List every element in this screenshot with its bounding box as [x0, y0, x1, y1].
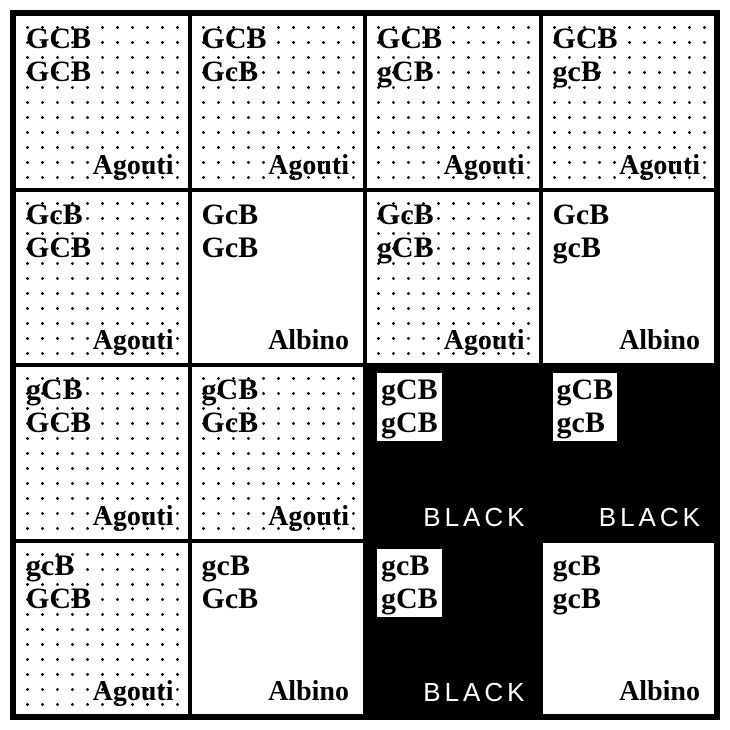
- genotype-line-1: gcB: [553, 549, 601, 582]
- genotype-line-2: gCB: [381, 582, 438, 615]
- grid-cell: GcBgCB Agouti: [365, 190, 541, 366]
- genotype-line-1: gcB: [202, 549, 259, 582]
- phenotype-label: Agouti: [619, 150, 700, 182]
- grid-cell: gcBgcB Albino: [541, 541, 717, 717]
- punnett-grid: GCBGCBAgoutiGCBGcBAgoutiGCBgCBAgoutiGCBg…: [10, 10, 720, 720]
- phenotype-label: BLACK: [423, 677, 528, 708]
- grid-cell: GcBGcB Albino: [190, 190, 366, 366]
- genotype-label: gCBgCB: [377, 373, 442, 441]
- genotype-label: gCBgcB: [553, 373, 618, 441]
- grid-cell: gcBgCB BLACK: [365, 541, 541, 717]
- grid-cell: gCBgCB BLACK: [365, 365, 541, 541]
- genotype-line-1: GcB: [553, 198, 610, 231]
- phenotype-label: Agouti: [93, 501, 174, 533]
- genotype-line-1: GCB: [26, 22, 91, 55]
- phenotype-label: Agouti: [268, 501, 349, 533]
- genotype-line-2: GCB: [26, 231, 91, 264]
- genotype-label: GcBGCB: [26, 198, 91, 264]
- genotype-line-1: gCB: [381, 373, 438, 406]
- genotype-line-2: gCB: [381, 406, 438, 439]
- genotype-label: GcBgcB: [553, 198, 610, 264]
- genotype-line-1: GCB: [202, 22, 267, 55]
- genotype-line-2: GCB: [26, 582, 91, 615]
- grid-cell: GcBgcB Albino: [541, 190, 717, 366]
- genotype-line-1: GCB: [377, 22, 442, 55]
- phenotype-label: Albino: [268, 325, 349, 357]
- genotype-line-1: GcB: [202, 198, 259, 231]
- grid-cell: GcBGCB Agouti: [14, 190, 190, 366]
- genotype-label: GCBgcB: [553, 22, 618, 88]
- grid-cell: gCBGCB Agouti: [14, 365, 190, 541]
- genotype-line-2: GcB: [202, 231, 259, 264]
- genotype-label: GcBgCB: [377, 198, 434, 264]
- genotype-label: GCBGCB: [26, 22, 91, 88]
- phenotype-label: Agouti: [93, 676, 174, 708]
- genotype-label: GCBGcB: [202, 22, 267, 88]
- genotype-line-1: gcB: [381, 549, 438, 582]
- genotype-line-2: gcB: [553, 55, 618, 88]
- genotype-label: gCBGcB: [202, 373, 259, 439]
- genotype-line-2: gcB: [553, 231, 610, 264]
- phenotype-label: Albino: [268, 676, 349, 708]
- genotype-line-2: gCB: [377, 231, 434, 264]
- genotype-line-1: gCB: [202, 373, 259, 406]
- grid-cell: GCBGcB Agouti: [190, 14, 366, 190]
- genotype-line-2: gCB: [377, 55, 442, 88]
- genotype-label: gCBGCB: [26, 373, 91, 439]
- genotype-line-2: GcB: [202, 406, 259, 439]
- grid-cell: GCBGCB Agouti: [14, 14, 190, 190]
- genotype-line-1: GcB: [26, 198, 91, 231]
- grid-cell: gcBGCB Agouti: [14, 541, 190, 717]
- genotype-line-1: gCB: [557, 373, 614, 406]
- genotype-label: gcBGcB: [202, 549, 259, 615]
- grid-cell: gcBGcB Albino: [190, 541, 366, 717]
- genotype-label: GcBGcB: [202, 198, 259, 264]
- grid-cell: gCBgcB BLACK: [541, 365, 717, 541]
- phenotype-label: BLACK: [599, 502, 704, 533]
- genotype-line-1: GCB: [553, 22, 618, 55]
- grid-cell: GCBgcB Agouti: [541, 14, 717, 190]
- phenotype-label: Agouti: [93, 150, 174, 182]
- genotype-label: gcBgcB: [553, 549, 601, 615]
- genotype-label: gcBGCB: [26, 549, 91, 615]
- genotype-line-1: GcB: [377, 198, 434, 231]
- phenotype-label: BLACK: [423, 502, 528, 533]
- genotype-line-2: gcB: [557, 406, 614, 439]
- phenotype-label: Agouti: [93, 325, 174, 357]
- genotype-line-2: GcB: [202, 582, 259, 615]
- phenotype-label: Agouti: [444, 325, 525, 357]
- genotype-label: GCBgCB: [377, 22, 442, 88]
- phenotype-label: Agouti: [268, 150, 349, 182]
- grid-cell: GCBgCB Agouti: [365, 14, 541, 190]
- genotype-line-1: gcB: [26, 549, 91, 582]
- genotype-line-1: gCB: [26, 373, 91, 406]
- genotype-line-2: GCB: [26, 55, 91, 88]
- phenotype-label: Albino: [619, 676, 700, 708]
- genotype-label: gcBgCB: [377, 549, 442, 617]
- phenotype-label: Albino: [619, 325, 700, 357]
- genotype-line-2: gcB: [553, 582, 601, 615]
- grid-cell: gCBGcB Agouti: [190, 365, 366, 541]
- phenotype-label: Agouti: [444, 150, 525, 182]
- genotype-line-2: GCB: [26, 406, 91, 439]
- genotype-line-2: GcB: [202, 55, 267, 88]
